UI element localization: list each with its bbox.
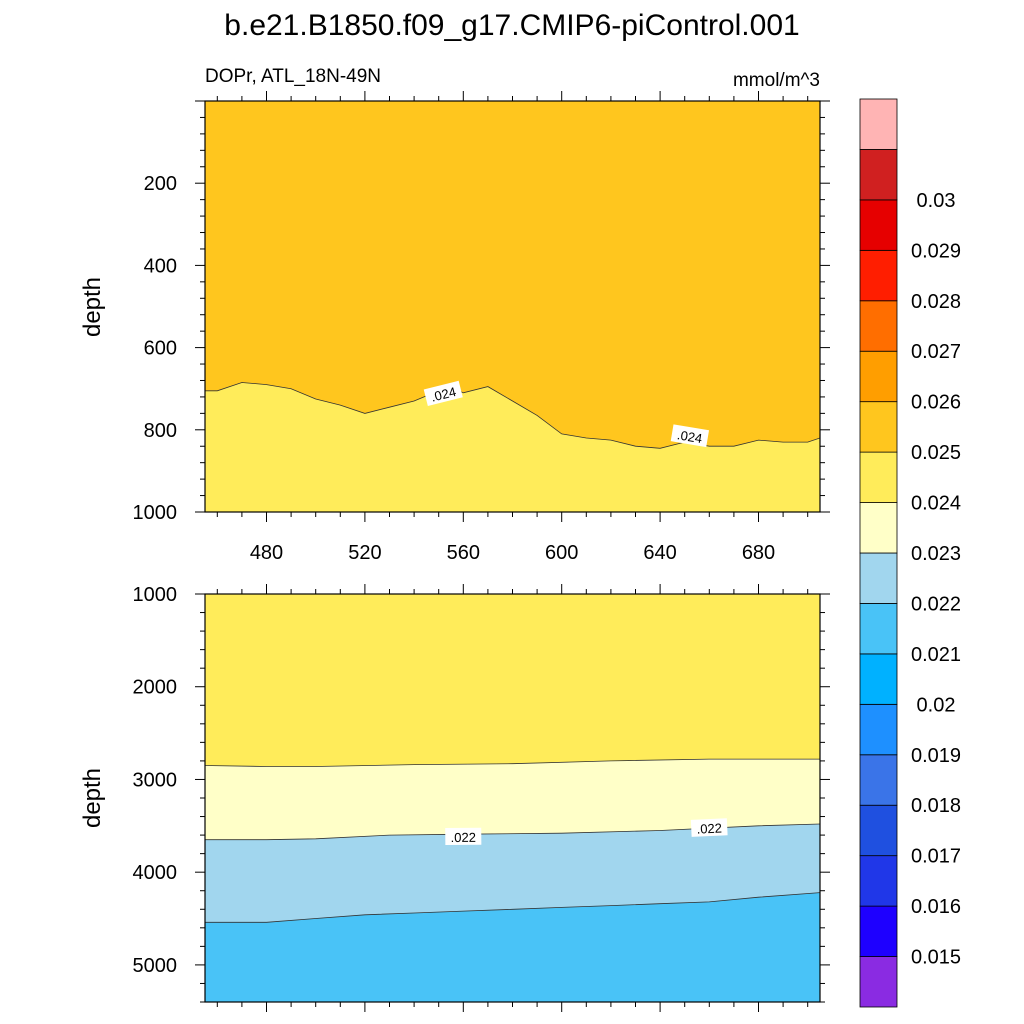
colorbar-swatch (859, 653, 898, 705)
x-tick-label: 680 (742, 542, 775, 564)
colorbar-label: 0.016 (911, 896, 961, 918)
contour-label: .022 (445, 827, 482, 846)
colorbar-label: 0.029 (911, 240, 961, 262)
colorbar-swatch (859, 754, 898, 806)
colorbar-swatch (859, 855, 898, 907)
colorbar-label: 0.028 (911, 291, 961, 313)
lower-y-axis-label: depth (79, 768, 106, 828)
y-tick-label: 400 (144, 255, 177, 277)
upper-y-axis-label: depth (79, 277, 106, 337)
lower-panel: .022 .022 1000 2000 3000 4000 5000 (133, 584, 830, 1012)
colorbar-swatch (859, 401, 898, 453)
contour-line-0.023 (205, 758, 820, 767)
colorbar-label: 0.018 (911, 795, 961, 817)
colorbar-swatch (859, 249, 898, 302)
figure-title: b.e21.B1850.f09_g17.CMIP6-piControl.001 (224, 9, 799, 42)
colorbar-label: 0.02 (917, 694, 956, 716)
x-tick-label: 520 (348, 542, 381, 564)
colorbar-swatch (859, 300, 898, 352)
colorbar-label: 0.026 (911, 392, 961, 414)
svg-text:.022: .022 (696, 820, 722, 836)
colorbar-swatch (859, 98, 898, 150)
y-tick-label: 1000 (133, 502, 178, 524)
colorbar-label: 0.03 (917, 190, 956, 212)
svg-text:.024: .024 (676, 427, 703, 446)
colorbar-label: 0.019 (911, 745, 961, 767)
upper-units-label: mmol/m^3 (733, 70, 820, 91)
colorbar-swatch (859, 804, 898, 857)
y-tick-label: 2000 (133, 677, 178, 699)
contour-line-0.024 (205, 382, 820, 449)
colorbar-label: 0.017 (911, 846, 961, 868)
colorbar-label: 0.024 (911, 493, 961, 515)
y-tick-label: 4000 (133, 862, 178, 884)
colorbar-label: 0.025 (911, 442, 961, 464)
colorbar-label: 0.027 (911, 341, 961, 363)
fill-region-0.023-0.024 (205, 382, 820, 512)
colorbar-swatch (859, 199, 898, 251)
colorbar-swatch (859, 502, 898, 554)
colorbar-swatch (859, 451, 898, 503)
colorbar-swatch (859, 956, 898, 1008)
colorbar: 0.015 0.016 0.017 0.018 0.019 0.02 0.021 0.022 0… (859, 98, 961, 1008)
colorbar-swatch (859, 552, 898, 604)
y-tick-label: 1000 (133, 584, 178, 606)
colorbar-label: 0.015 (911, 947, 961, 969)
y-tick-label: 800 (144, 420, 177, 442)
x-tick-label: 640 (643, 542, 676, 564)
colorbar-swatch (859, 905, 898, 957)
upper-panel: .024 .024 480 520 560 600 640 680 200 400 600 800 10… (133, 91, 830, 564)
x-tick-label: 480 (250, 542, 283, 564)
x-tick-label: 600 (545, 542, 578, 564)
contour-label: .024 (670, 424, 710, 448)
colorbar-swatch (859, 350, 898, 403)
contour-line-0.021 (205, 892, 820, 923)
x-tick-label: 560 (447, 542, 480, 564)
colorbar-label: 0.021 (911, 644, 961, 666)
upper-left-label: DOPr, ATL_18N-49N (205, 66, 381, 87)
contour-label: .024 (423, 380, 463, 407)
colorbar-swatch (859, 703, 898, 756)
colorbar-label: 0.023 (911, 543, 961, 565)
fill-region-0.020-0.021 (205, 892, 820, 1002)
y-tick-label: 200 (144, 173, 177, 195)
colorbar-swatch (859, 603, 898, 655)
colorbar-label: 0.022 (911, 593, 961, 615)
contour-label: .022 (690, 818, 728, 837)
svg-text:.024: .024 (429, 384, 457, 405)
colorbar-swatch (859, 149, 898, 201)
y-tick-label: 600 (144, 338, 177, 360)
y-tick-label: 3000 (133, 769, 178, 791)
svg-text:.022: .022 (451, 830, 476, 845)
y-tick-label: 5000 (133, 955, 178, 977)
